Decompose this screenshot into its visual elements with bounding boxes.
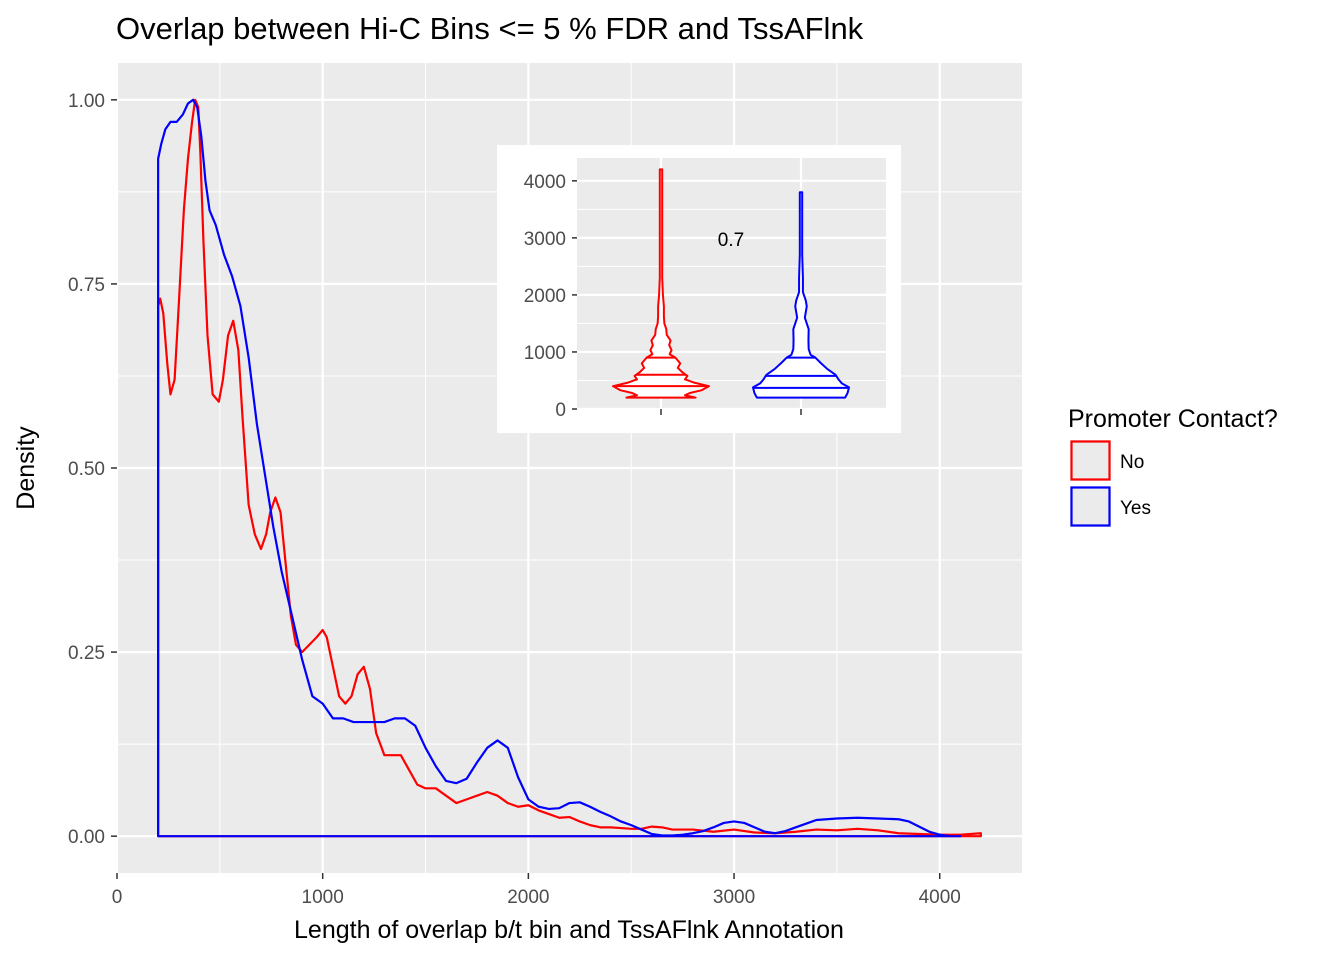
legend-label-yes: Yes [1120, 498, 1151, 519]
density-line-no [157, 98, 982, 838]
x-tick-label: 1000 [302, 887, 344, 908]
legend-key-yes [1070, 486, 1111, 527]
y-axis: 0.00 0.25 0.50 0.75 1.00 [68, 91, 117, 848]
inset-panel [577, 158, 886, 409]
inset-y-tick-label: 4000 [524, 172, 566, 193]
x-axis: 0 1000 2000 3000 4000 [112, 873, 961, 908]
y-tick-label: 0.75 [68, 275, 105, 296]
legend-label-no: No [1120, 452, 1144, 473]
inset-y-tick-label: 2000 [524, 286, 566, 307]
y-tick-label: 0.25 [68, 643, 105, 664]
legend-key-no [1070, 440, 1111, 481]
y-tick-label: 1.00 [68, 91, 105, 112]
y-tick-label: 0.50 [68, 459, 105, 480]
legend-key-bg [1070, 440, 1111, 481]
x-tick-label: 2000 [507, 887, 549, 908]
inset-y-tick-label: 0 [555, 400, 566, 421]
legend-key-bg [1070, 486, 1111, 527]
y-tick-label: 0.00 [68, 827, 105, 848]
inset-y-tick-label: 3000 [524, 229, 566, 250]
density-curves [157, 98, 982, 838]
inset-violin-plot: 0 1000 2000 3000 4000 0.7 [497, 145, 901, 433]
x-tick-label: 0 [112, 887, 123, 908]
inset-y-axis: 0 1000 2000 3000 4000 [524, 172, 577, 421]
inset-violins [612, 168, 850, 399]
x-tick-label: 4000 [919, 887, 961, 908]
density-line-yes [157, 98, 962, 838]
legend-title: Promoter Contact? [1068, 405, 1278, 433]
chart-title: Overlap between Hi-C Bins <= 5 % FDR and… [116, 11, 864, 46]
violin-no [612, 168, 710, 399]
x-tick-label: 3000 [713, 887, 755, 908]
violin-yes [752, 191, 850, 399]
y-axis-title: Density [12, 426, 40, 510]
inset-x-axis [660, 409, 802, 415]
inset-annotation: 0.7 [718, 230, 744, 251]
x-axis-title: Length of overlap b/t bin and TssAFlnk A… [294, 916, 844, 944]
inset-y-tick-label: 1000 [524, 343, 566, 364]
legend: Promoter Contact? No Yes [1068, 405, 1278, 527]
